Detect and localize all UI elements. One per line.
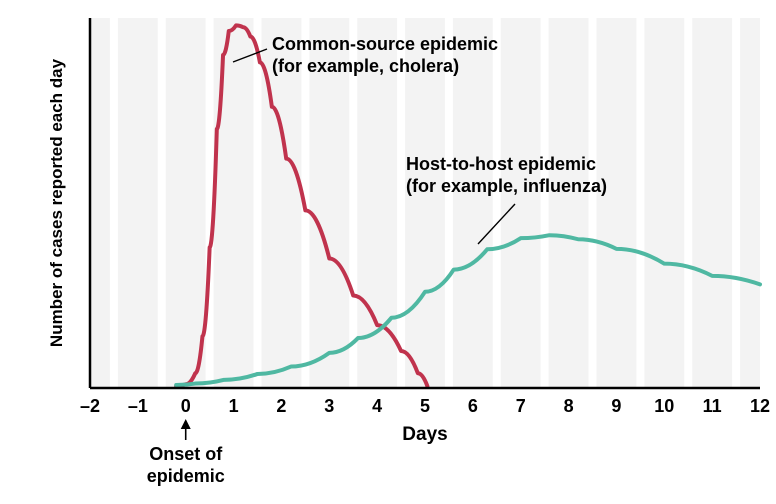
- x-axis-label: Days: [402, 424, 447, 445]
- x-tick-label: 9: [611, 396, 621, 416]
- chart-svg: –2–10123456789101112DaysNumber of cases …: [0, 0, 776, 504]
- annotation-common-source-l2: (for example, cholera): [272, 56, 459, 76]
- annotation-common-source-l1: Common-source epidemic: [272, 34, 498, 54]
- x-tick-label: 11: [703, 396, 722, 416]
- x-tick-label: 8: [564, 396, 574, 416]
- x-tick-label: 2: [276, 396, 286, 416]
- x-tick-label: 10: [654, 396, 674, 416]
- epidemic-chart: –2–10123456789101112DaysNumber of cases …: [0, 0, 776, 504]
- x-tick-label: –1: [128, 396, 148, 416]
- onset-label-l1: Onset of: [149, 444, 223, 464]
- x-tick-label: 1: [229, 396, 239, 416]
- x-tick-label: 0: [181, 396, 191, 416]
- x-tick-label: 12: [750, 396, 770, 416]
- x-tick-label: 4: [372, 396, 382, 416]
- x-tick-label: –2: [80, 396, 100, 416]
- y-axis-label: Number of cases reported each day: [47, 58, 66, 347]
- x-tick-label: 3: [324, 396, 334, 416]
- onset-arrow-head: [181, 419, 191, 429]
- onset-label-l2: epidemic: [147, 466, 225, 486]
- x-tick-label: 7: [516, 396, 526, 416]
- annotation-host-to-host-l2: (for example, influenza): [406, 176, 607, 196]
- x-tick-label: 6: [468, 396, 478, 416]
- annotation-host-to-host-l1: Host-to-host epidemic: [406, 154, 596, 174]
- x-tick-label: 5: [420, 396, 430, 416]
